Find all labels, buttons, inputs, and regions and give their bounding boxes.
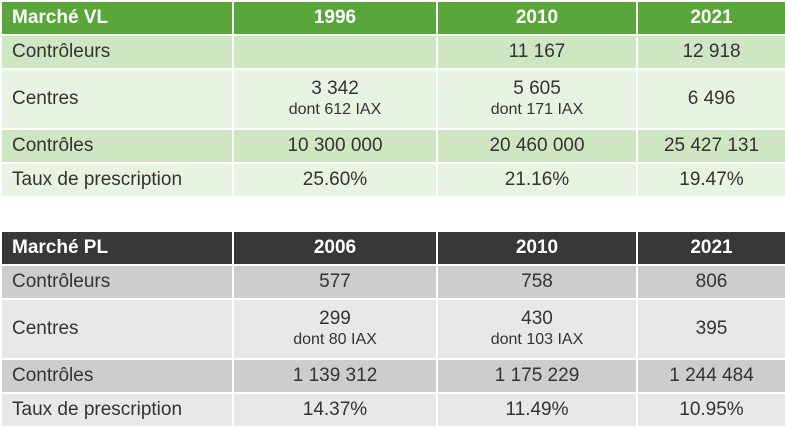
pl-year-2: 2010 <box>436 230 638 266</box>
row-label: Centres <box>0 68 234 130</box>
cell-value: 20 460 000 <box>489 135 585 156</box>
cell-value: 11.49% <box>505 399 569 420</box>
table-cell: 299 dont 80 IAX <box>232 298 438 360</box>
row-label: Centres <box>0 298 234 360</box>
table-cell: 19.47% <box>636 162 785 198</box>
table-cell: 20 460 000 <box>436 128 638 164</box>
pl-header-row: Marché PL 2006 2010 2021 <box>0 230 785 266</box>
table-cell: 12 918 <box>636 34 785 70</box>
cell-value: 12 918 <box>682 41 741 62</box>
cell-value: 6 496 <box>687 88 736 109</box>
cell-value: 11 167 <box>508 41 566 62</box>
vl-row-centres: Centres 3 342 dont 612 IAX 5 605 dont 171 … <box>0 68 785 130</box>
cell-value: 806 <box>695 271 728 292</box>
cell-value: 1 175 229 <box>494 365 580 386</box>
table-cell: 10 300 000 <box>232 128 438 164</box>
table-cell: 430 dont 103 IAX <box>436 298 638 360</box>
row-label: Taux de prescription <box>0 392 234 428</box>
pl-row-controles: Contrôles 1 139 312 1 175 229 1 244 484 <box>0 358 785 394</box>
table-cell: 1 139 312 <box>232 358 438 394</box>
table-cell: 25.60% <box>232 162 438 198</box>
cell-value: 10 300 000 <box>287 135 383 156</box>
table-cell: 21.16% <box>436 162 638 198</box>
cell-value: 758 <box>521 271 553 292</box>
table-cell: 25 427 131 <box>636 128 785 164</box>
row-label: Contrôles <box>0 128 234 164</box>
vl-header-row: Marché VL 1996 2010 2021 <box>0 0 785 36</box>
row-label: Contrôleurs <box>0 34 234 70</box>
pl-row-taux: Taux de prescription 14.37% 11.49% 10.95… <box>0 392 785 428</box>
cell-value: 577 <box>319 271 351 292</box>
table-cell: 11 167 <box>436 34 638 70</box>
table-cell: 577 <box>232 264 438 300</box>
cell-value: 3 342 <box>311 78 359 99</box>
cell-value: 25 427 131 <box>663 135 760 156</box>
vl-row-controles: Contrôles 10 300 000 20 460 000 25 427 1… <box>0 128 785 164</box>
vl-year-1: 1996 <box>232 0 438 36</box>
cell-value: 14.37% <box>302 399 368 420</box>
row-label: Taux de prescription <box>0 162 234 198</box>
cell-value: 1 244 484 <box>669 365 754 386</box>
cell-value: 1 139 312 <box>292 365 378 386</box>
vl-market-table: Marché VL 1996 2010 2021 Contrôleurs 11 … <box>0 0 785 198</box>
table-cell: 758 <box>436 264 638 300</box>
table-cell: 6 496 <box>636 68 785 130</box>
pl-row-controleurs: Contrôleurs 577 758 806 <box>0 264 785 300</box>
vl-row-taux: Taux de prescription 25.60% 21.16% 19.47… <box>0 162 785 198</box>
table-cell <box>232 34 438 70</box>
pl-title: Marché PL <box>0 230 234 266</box>
table-cell: 5 605 dont 171 IAX <box>436 68 638 130</box>
cell-value: 299 <box>319 308 351 329</box>
cell-value: 10.95% <box>679 399 744 420</box>
cell-value: 5 605 <box>513 78 561 99</box>
cell-value: 395 <box>695 318 728 339</box>
vl-title: Marché VL <box>0 0 234 36</box>
table-cell: 3 342 dont 612 IAX <box>232 68 438 130</box>
table-cell: 1 244 484 <box>636 358 785 394</box>
pl-market-table: Marché PL 2006 2010 2021 Contrôleurs 577… <box>0 230 785 428</box>
pl-year-3: 2021 <box>636 230 785 266</box>
table-cell: 1 175 229 <box>436 358 638 394</box>
cell-subvalue: dont 103 IAX <box>490 331 584 348</box>
cell-value: 21.16% <box>504 169 570 190</box>
pl-row-centres: Centres 299 dont 80 IAX 430 dont 103 IAX 3… <box>0 298 785 360</box>
cell-value: 430 <box>521 308 553 329</box>
vl-row-controleurs: Contrôleurs 11 167 12 918 <box>0 34 785 70</box>
table-cell: 806 <box>636 264 785 300</box>
table-cell: 11.49% <box>436 392 638 428</box>
cell-subvalue: dont 171 IAX <box>490 101 584 118</box>
row-label: Contrôleurs <box>0 264 234 300</box>
vl-year-3: 2021 <box>636 0 785 36</box>
cell-subvalue: dont 80 IAX <box>293 331 377 348</box>
pl-year-1: 2006 <box>232 230 438 266</box>
vl-year-2: 2010 <box>436 0 638 36</box>
table-cell: 10.95% <box>636 392 785 428</box>
cell-value: 25.60% <box>302 169 368 190</box>
table-cell: 14.37% <box>232 392 438 428</box>
cell-subvalue: dont 612 IAX <box>288 101 382 118</box>
row-label: Contrôles <box>0 358 234 394</box>
cell-value: 19.47% <box>679 169 744 190</box>
table-cell: 395 <box>636 298 785 360</box>
